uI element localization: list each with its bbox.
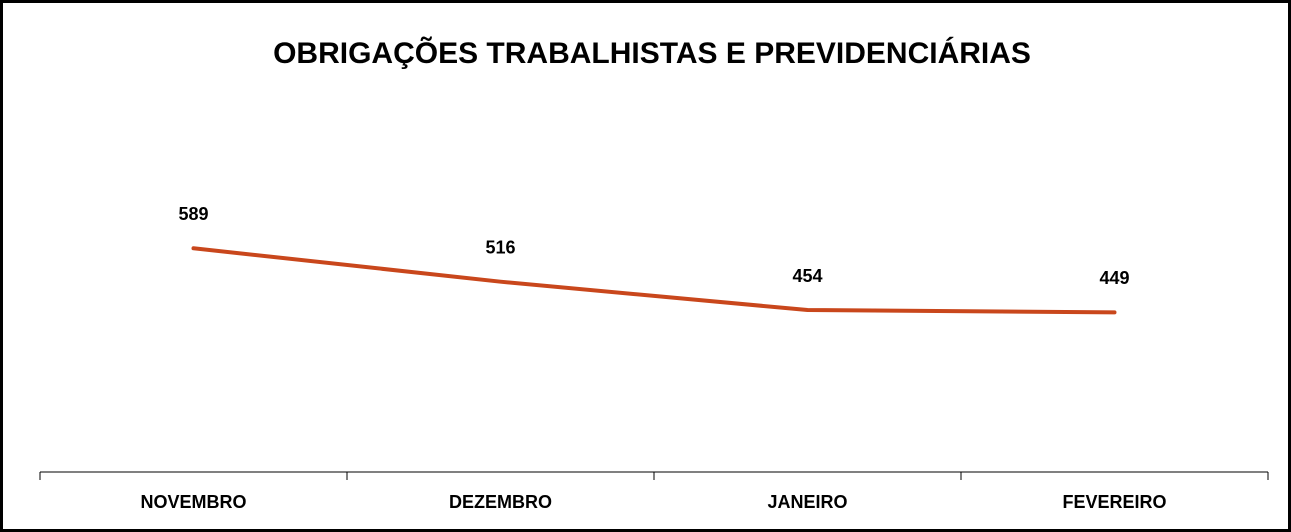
data-label: 589 [178, 204, 208, 224]
x-tick-label: NOVEMBRO [140, 492, 246, 512]
x-tick-label: FEVEREIRO [1062, 492, 1166, 512]
x-tick-label: JANEIRO [767, 492, 847, 512]
data-label: 516 [485, 237, 515, 257]
chart-title: OBRIGAÇÕES TRABALHISTAS E PREVIDENCIÁRIA… [273, 36, 1031, 70]
x-tick-label: DEZEMBRO [449, 492, 552, 512]
data-label: 449 [1099, 268, 1129, 288]
data-line [191, 246, 1117, 315]
data-label: 454 [792, 266, 822, 286]
